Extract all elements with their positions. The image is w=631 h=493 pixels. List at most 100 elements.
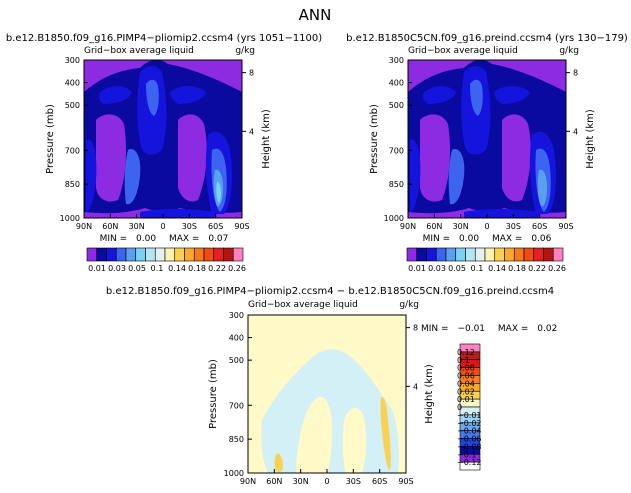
colorbar-swatch: [232, 247, 244, 262]
colorbar-swatch: [223, 247, 234, 262]
colorbar-label: 0.12: [457, 348, 475, 357]
colorbar-label: 0.06: [457, 372, 475, 381]
max-label: MAX =: [492, 234, 523, 244]
colorbar-label: 0.02: [457, 387, 475, 396]
colorbar-label: 0.01: [457, 395, 475, 404]
y-tick-label: 700: [229, 401, 244, 410]
stats-text: MIN = 0.00 MAX = 0.06: [423, 234, 552, 244]
colorbar-swatch: [145, 247, 156, 262]
y-tick-label: 1000: [224, 469, 244, 478]
y2-tick-label: 4: [413, 382, 418, 391]
colorbar-label: 0.01: [408, 264, 426, 273]
x-tick-label: 60S: [532, 222, 547, 231]
colorbar-swatch: [184, 247, 195, 262]
contour-level-2: [410, 139, 421, 212]
x-tick-label: 60N: [266, 477, 282, 486]
contour-field: [408, 60, 566, 218]
colorbar-label: 0.1: [151, 264, 164, 273]
min-label: MIN =: [423, 234, 451, 244]
y-tick-label: 500: [389, 101, 404, 110]
colorbar-label: −0.02: [457, 419, 482, 428]
x-tick-label: 90N: [76, 222, 92, 231]
x-tick-label: 90S: [558, 222, 573, 231]
colorbar-swatch: [445, 247, 457, 262]
panel-difference: b.e12.B1850.f09_g16.PIMP4−pliomip2.ccsm4…: [106, 286, 557, 486]
panel-title: b.e12.B1850.f09_g16.PIMP4−pliomip2.ccsm4…: [6, 33, 322, 44]
x-tick-label: 60N: [102, 222, 118, 231]
colorbar-label: −0.01: [457, 411, 482, 420]
y-tick-label: 1000: [384, 214, 404, 223]
colorbar-label: 0.14: [488, 264, 506, 273]
colorbar-swatch: [115, 247, 127, 262]
contour-level-2: [98, 86, 132, 104]
panel-subtitle: Grid−box average liquid: [248, 300, 358, 310]
contour-level-zero: [296, 396, 333, 473]
colorbar-swatch: [125, 247, 137, 262]
colorbar-swatch: [543, 247, 554, 262]
y-tick-label: 700: [65, 146, 80, 155]
y2-axis-label: Height (km): [424, 364, 435, 424]
colorbar-swatch: [406, 247, 418, 262]
contour-level-5: [216, 181, 221, 203]
contour-level-2: [464, 209, 539, 218]
contour-level-zero: [342, 407, 367, 473]
colorbar-label: −0.08: [457, 442, 482, 451]
colorbar-label: −0.04: [457, 427, 482, 436]
y-tick-label: 850: [65, 180, 80, 189]
colorbar-swatch: [203, 247, 215, 262]
colorbar-swatch: [164, 247, 176, 262]
x-tick-label: 90S: [398, 477, 413, 486]
x-tick-label: 60N: [426, 222, 442, 231]
x-tick-label: 30N: [129, 222, 145, 231]
contour-level-3: [124, 149, 141, 205]
colorbar-swatch: [154, 247, 166, 262]
colorbar-swatch: [459, 461, 481, 471]
colorbar-left: 0.01 0.03 0.05 0.1 0.14 0.18 0.22 0.26: [86, 247, 246, 273]
contour-hole: [96, 114, 126, 202]
contour-hole: [502, 114, 531, 202]
y-tick-label: 300: [65, 56, 80, 65]
x-tick-label: 30S: [346, 477, 361, 486]
contour-level-pos: [380, 397, 391, 470]
x-tick-label: 90N: [400, 222, 416, 231]
x-tick-label: 30S: [182, 222, 197, 231]
colorbar-swatch: [86, 247, 98, 262]
x-tick-label: 90N: [240, 477, 256, 486]
colorbar-label: 0.18: [188, 264, 206, 273]
y2-tick-label: 4: [249, 127, 254, 136]
colorbar-label: 0.26: [548, 264, 566, 273]
panel-pliocene: b.e12.B1850.f09_g16.PIMP4−pliomip2.ccsm4…: [6, 33, 322, 244]
x-tick-label: 0: [484, 222, 489, 231]
panel-subtitle: Grid−box average liquid: [408, 46, 518, 56]
contour-field: [84, 60, 242, 218]
colorbar-label: 0.14: [168, 264, 186, 273]
contour-level-2: [494, 86, 530, 104]
y2-tick-label: 8: [413, 324, 418, 333]
max-value: 0.06: [531, 234, 551, 244]
contour-level-2: [140, 209, 215, 218]
contour-level-pos: [274, 453, 283, 472]
y2-tick-label: 4: [573, 127, 578, 136]
colorbar-swatch: [193, 247, 205, 262]
y-tick-label: 700: [389, 146, 404, 155]
y-tick-label: 850: [389, 180, 404, 189]
contour-level-2: [86, 139, 97, 212]
min-value: 0.00: [136, 234, 156, 244]
panel-title: b.e12.B1850C5CN.f09_g16.preind.ccsm4 (yr…: [346, 33, 628, 44]
max-label: MAX =: [498, 324, 529, 334]
y-tick-label: 1000: [60, 214, 80, 223]
colorbar-label: 0.22: [208, 264, 226, 273]
x-tick-label: 60S: [208, 222, 223, 231]
y2-tick-label: 8: [249, 69, 254, 78]
y2-axis-label: Height (km): [585, 109, 596, 169]
colorbar-swatch: [552, 247, 564, 262]
contour-level-3: [470, 79, 483, 116]
panel-title: b.e12.B1850.f09_g16.PIMP4−pliomip2.ccsm4…: [106, 286, 554, 297]
min-value: −0.01: [457, 324, 485, 334]
colorbar-label: 0: [457, 403, 462, 412]
stats-text: MIN = −0.01 MAX = 0.02: [421, 324, 557, 334]
stats-text: MIN = 0.00 MAX = 0.07: [100, 234, 229, 244]
x-tick-label: 30S: [506, 222, 521, 231]
colorbar-label: 0.26: [228, 264, 246, 273]
